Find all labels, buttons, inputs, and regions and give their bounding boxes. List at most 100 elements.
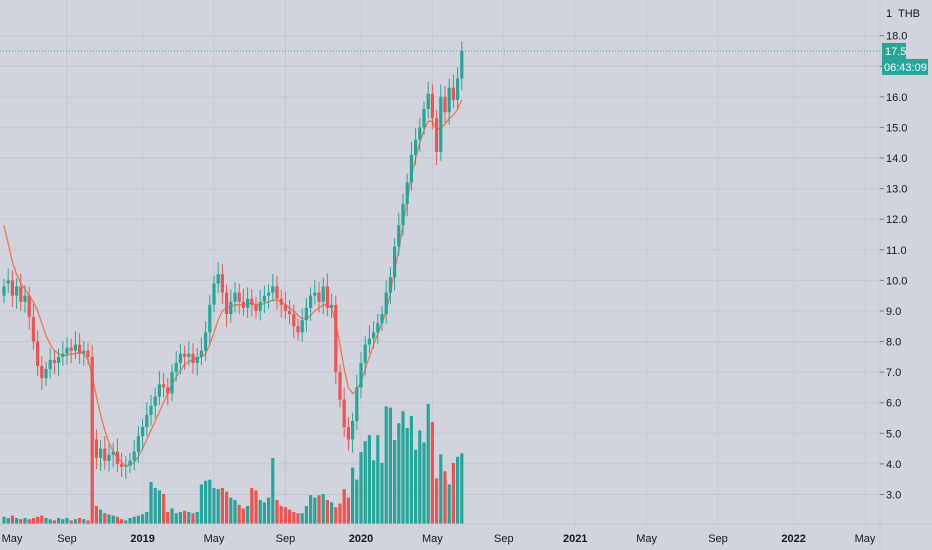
candle[interactable] bbox=[246, 287, 250, 318]
candle[interactable] bbox=[10, 270, 14, 307]
candle[interactable] bbox=[292, 304, 296, 339]
candle[interactable] bbox=[162, 373, 166, 398]
candle[interactable] bbox=[57, 348, 61, 377]
candle[interactable] bbox=[309, 287, 313, 322]
candle[interactable] bbox=[2, 278, 6, 304]
candle[interactable] bbox=[237, 283, 241, 315]
candle[interactable] bbox=[430, 83, 434, 130]
candle[interactable] bbox=[346, 417, 350, 451]
candle[interactable] bbox=[23, 284, 27, 313]
candle[interactable] bbox=[401, 193, 405, 236]
candle[interactable] bbox=[103, 436, 107, 470]
candle[interactable] bbox=[262, 285, 266, 314]
candle[interactable] bbox=[31, 303, 35, 350]
candle[interactable] bbox=[393, 238, 397, 291]
candle[interactable] bbox=[439, 84, 443, 161]
candle[interactable] bbox=[304, 297, 308, 332]
candle[interactable] bbox=[208, 295, 212, 345]
candle[interactable] bbox=[397, 212, 401, 256]
candle[interactable] bbox=[61, 341, 65, 366]
candle[interactable] bbox=[250, 289, 254, 317]
candle[interactable] bbox=[229, 289, 233, 323]
candle[interactable] bbox=[166, 377, 170, 406]
candle[interactable] bbox=[418, 117, 422, 152]
candle[interactable] bbox=[271, 273, 275, 302]
candle[interactable] bbox=[367, 325, 371, 353]
candle[interactable] bbox=[15, 278, 19, 309]
candle[interactable] bbox=[212, 275, 216, 313]
candle[interactable] bbox=[145, 402, 149, 437]
candle[interactable] bbox=[195, 347, 199, 376]
candle[interactable] bbox=[191, 343, 195, 374]
candle[interactable] bbox=[225, 284, 229, 328]
candle[interactable] bbox=[300, 308, 304, 342]
candle[interactable] bbox=[388, 267, 392, 304]
candle[interactable] bbox=[132, 439, 136, 471]
candle[interactable] bbox=[296, 318, 300, 340]
candle[interactable] bbox=[69, 338, 73, 364]
candle[interactable] bbox=[199, 337, 203, 366]
candle[interactable] bbox=[220, 264, 224, 304]
candle[interactable] bbox=[414, 128, 418, 166]
candle[interactable] bbox=[94, 429, 98, 470]
candle[interactable] bbox=[99, 440, 103, 471]
candle[interactable] bbox=[86, 343, 90, 365]
candle[interactable] bbox=[136, 426, 140, 463]
candle[interactable] bbox=[111, 442, 115, 468]
candle[interactable] bbox=[460, 41, 464, 91]
candle[interactable] bbox=[183, 345, 187, 370]
candle[interactable] bbox=[78, 333, 82, 364]
candle[interactable] bbox=[65, 336, 69, 365]
candle[interactable] bbox=[120, 452, 124, 478]
candle[interactable] bbox=[48, 347, 52, 379]
candle[interactable] bbox=[128, 453, 132, 474]
candle[interactable] bbox=[351, 412, 355, 453]
candle[interactable] bbox=[334, 295, 338, 385]
candle[interactable] bbox=[409, 141, 413, 191]
candle[interactable] bbox=[90, 344, 94, 449]
candle[interactable] bbox=[40, 356, 44, 391]
candle[interactable] bbox=[157, 371, 161, 405]
candle[interactable] bbox=[216, 262, 220, 293]
candle[interactable] bbox=[178, 343, 182, 375]
candle[interactable] bbox=[124, 455, 128, 479]
candle[interactable] bbox=[174, 351, 178, 382]
candle[interactable] bbox=[321, 277, 325, 315]
candle[interactable] bbox=[426, 81, 430, 119]
candle[interactable] bbox=[422, 101, 426, 136]
candle[interactable] bbox=[330, 293, 334, 318]
candle[interactable] bbox=[107, 444, 111, 472]
candle[interactable] bbox=[241, 288, 245, 317]
candle[interactable] bbox=[338, 364, 342, 408]
candle[interactable] bbox=[376, 313, 380, 345]
candle[interactable] bbox=[283, 291, 287, 320]
candle[interactable] bbox=[342, 387, 346, 437]
candle[interactable] bbox=[279, 289, 283, 318]
candle[interactable] bbox=[267, 284, 271, 309]
candle[interactable] bbox=[204, 321, 208, 361]
candle[interactable] bbox=[187, 341, 191, 366]
candle[interactable] bbox=[447, 78, 451, 125]
candle[interactable] bbox=[44, 361, 48, 386]
candle[interactable] bbox=[317, 281, 321, 313]
candle[interactable] bbox=[254, 297, 258, 319]
candle[interactable] bbox=[384, 280, 388, 324]
candle[interactable] bbox=[6, 268, 10, 293]
candle[interactable] bbox=[325, 273, 329, 317]
candle[interactable] bbox=[82, 341, 86, 366]
candle[interactable] bbox=[405, 173, 409, 217]
candle[interactable] bbox=[380, 306, 384, 331]
candle[interactable] bbox=[233, 281, 237, 313]
candle[interactable] bbox=[435, 109, 439, 166]
candle[interactable] bbox=[288, 299, 292, 325]
candle[interactable] bbox=[153, 387, 157, 419]
candle[interactable] bbox=[355, 374, 359, 430]
candle[interactable] bbox=[313, 280, 317, 305]
candle[interactable] bbox=[170, 364, 174, 402]
candle[interactable] bbox=[27, 286, 31, 330]
candle[interactable] bbox=[141, 418, 145, 450]
candle[interactable] bbox=[19, 273, 23, 311]
candle[interactable] bbox=[443, 86, 447, 123]
